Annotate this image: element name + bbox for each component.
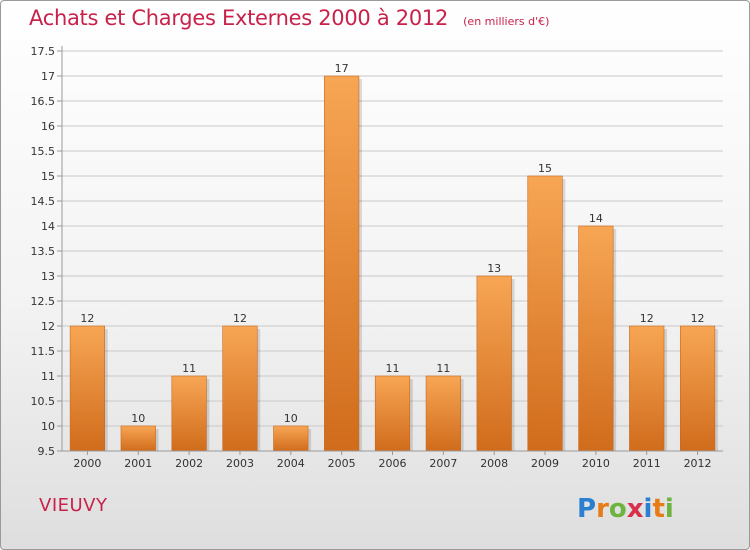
data-label: 10 [131, 412, 145, 425]
x-tick-label: 2011 [633, 457, 661, 470]
data-label: 11 [182, 362, 196, 375]
bar-2006 [374, 375, 411, 452]
x-tick-label: 2001 [124, 457, 152, 470]
y-tick-label: 12.5 [31, 295, 56, 308]
y-tick-label: 12 [41, 320, 55, 333]
x-tick-label: 2008 [480, 457, 508, 470]
y-tick-label: 17.5 [31, 45, 56, 58]
y-tick-label: 10 [41, 420, 55, 433]
bar-2003 [222, 325, 258, 452]
bars [69, 75, 718, 455]
x-tick-label: 2009 [531, 457, 559, 470]
data-label: 14 [589, 212, 603, 225]
bar-2000 [69, 325, 106, 452]
axes [61, 46, 723, 452]
bar-2005 [324, 75, 360, 452]
chart-title-block: Achats et Charges Externes 2000 à 2012 (… [29, 6, 549, 30]
x-tick-label: 2006 [379, 457, 407, 470]
x-tick-label: 2010 [582, 457, 610, 470]
x-tick-label: 2002 [175, 457, 203, 470]
y-tick-label: 15 [41, 170, 55, 183]
commune-name: VIEUVY [39, 495, 108, 516]
chart-subtitle: (en milliers d'€) [463, 15, 550, 28]
y-tick-label: 17 [41, 70, 55, 83]
y-tick-label: 14 [41, 220, 55, 233]
y-tick-label: 9.5 [38, 445, 56, 458]
data-label: 15 [538, 162, 552, 175]
bar-2011 [629, 325, 665, 452]
y-tick-label: 16.5 [31, 95, 56, 108]
proxiti-logo: Proxiti [577, 494, 674, 524]
x-tick-label: 2000 [73, 457, 101, 470]
data-label: 11 [436, 362, 450, 375]
x-tick-labels: 2000 2001 2002 2003 2004 2005 2006 2007 2008 2009… [73, 457, 711, 470]
bar-2012 [679, 325, 716, 452]
bar-2002 [171, 375, 207, 452]
data-label: 12 [640, 312, 654, 325]
y-tick-label: 13 [41, 270, 55, 283]
data-label: 13 [487, 262, 501, 275]
y-tick-label: 13.5 [31, 245, 56, 258]
proxiti-logo-text: Proxiti [577, 494, 674, 524]
data-label: 12 [233, 312, 247, 325]
y-tick-labels: 9.5 10 10.5 11 11.5 12 12.5 13 13.5 14 14.5 15 15.5 1… [31, 45, 56, 458]
y-tick-label: 11.5 [31, 345, 56, 358]
x-tick-label: 2005 [328, 457, 356, 470]
bar-2004 [273, 425, 309, 452]
x-tick-label: 2003 [226, 457, 254, 470]
x-tick-label: 2004 [277, 457, 305, 470]
bar-2010 [578, 225, 614, 452]
data-label: 10 [284, 412, 298, 425]
data-label: 11 [386, 362, 400, 375]
bar-2007 [425, 375, 461, 452]
y-tick-label: 16 [41, 120, 55, 133]
data-label: 17 [335, 62, 349, 75]
y-tick-label: 11 [41, 370, 55, 383]
y-tick-label: 10.5 [31, 395, 56, 408]
bar-2008 [476, 275, 512, 452]
data-label: 12 [691, 312, 705, 325]
x-tick-label: 2007 [429, 457, 457, 470]
data-labels: 12 10 11 12 10 17 11 11 13 15 14 12 12 [80, 62, 704, 425]
y-tick-label: 15.5 [31, 145, 56, 158]
data-label: 12 [80, 312, 94, 325]
bar-2001 [120, 425, 156, 452]
chart-title: Achats et Charges Externes 2000 à 2012 [29, 6, 449, 30]
bar-2009 [527, 175, 563, 452]
y-tick-label: 14.5 [31, 195, 56, 208]
x-tick-label: 2012 [684, 457, 712, 470]
